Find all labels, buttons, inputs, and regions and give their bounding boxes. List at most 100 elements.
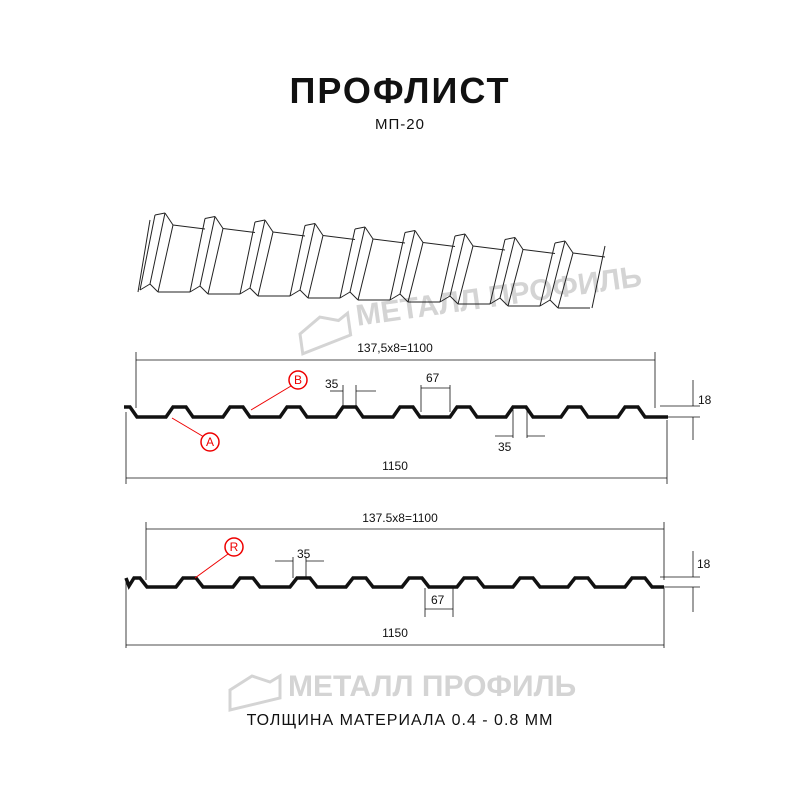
sheet-edge (507, 249, 524, 307)
sheet-edge (354, 226, 366, 230)
sheet-edge (522, 249, 556, 254)
sheet-edge (137, 219, 151, 293)
profile-1-height: 18 (698, 393, 712, 407)
sheet-edge (449, 295, 459, 305)
sheet-edge (439, 235, 456, 303)
sheet-edge (304, 223, 316, 226)
sheet-edge (499, 237, 516, 299)
sheet-edge (199, 216, 216, 287)
profile-1-bottom-width: 35 (498, 440, 512, 454)
sheet-edge (499, 297, 509, 307)
sheet-edge (357, 238, 374, 301)
svg-text:МЕТАЛЛ ПРОФИЛЬ: МЕТАЛЛ ПРОФИЛЬ (288, 670, 576, 703)
model-subtitle: МП-20 (375, 116, 425, 133)
profile-1-pitch-label: 137,5x8=1100 (357, 341, 433, 355)
sheet-edge (472, 245, 506, 251)
sheet-edge (557, 252, 574, 309)
sheet-edge (149, 212, 166, 285)
svg-text:R: R (230, 540, 239, 554)
material-thickness-note: ТОЛЩИНА МАТЕРИАЛА 0.4 - 0.8 ММ (246, 712, 554, 729)
sheet-edge (389, 232, 406, 301)
sheet-edge (414, 230, 424, 243)
sheet-edge (439, 295, 451, 303)
sheet-edge (504, 237, 516, 240)
profile-2-height: 18 (697, 557, 711, 571)
profile-2-section (124, 576, 664, 590)
sheet-edge (157, 224, 174, 293)
profile-1: 137,5x8=1100 1150 35 67 35 18 A B (124, 341, 712, 484)
sheet-edge (422, 242, 456, 247)
svg-text:B: B (294, 373, 302, 387)
sheet-edge (591, 245, 606, 309)
sheet-edge (149, 283, 159, 293)
sheet-edge (349, 226, 366, 293)
sheet-edge (172, 224, 206, 230)
profile-2-rib-gap: 67 (431, 593, 445, 607)
page-title: ПРОФЛИСТ (289, 70, 511, 111)
profile-1-total-label: 1150 (382, 459, 408, 473)
sheet-edge (189, 218, 206, 293)
sheet-edge (372, 238, 406, 244)
sheet-edge (349, 291, 359, 301)
marker-r: R (194, 537, 244, 579)
sheet-edge (164, 212, 174, 226)
sheet-edge (339, 291, 351, 299)
sheet-edge (214, 216, 224, 229)
sheet-edge (514, 237, 524, 250)
sheet-edge (539, 299, 551, 307)
sheet-edge (272, 231, 306, 237)
marker-a: A (171, 417, 220, 452)
sheet-edge (404, 230, 416, 233)
profile-1-top-width: 35 (325, 377, 339, 391)
sheet-edge (554, 240, 566, 244)
sheet-edge (449, 233, 466, 297)
profile-2: 137.5x8=1100 1150 35 67 18 R (124, 511, 711, 648)
sheet-edge (549, 240, 566, 301)
sheet-edge (489, 239, 506, 305)
profile-2-top-width: 35 (297, 547, 311, 561)
sheet-edge (489, 297, 501, 305)
sheet-edge (254, 219, 266, 223)
sheet-edge (264, 219, 274, 233)
sheet-edge (322, 235, 356, 240)
sheet-edge (564, 240, 574, 254)
sheet-edge (407, 242, 424, 303)
watermark-1: МЕТАЛЛ ПРОФИЛЬ (298, 260, 644, 356)
sheet-edge (199, 285, 209, 295)
sheet-edge (364, 226, 374, 240)
sheet-edge (457, 245, 474, 305)
profile-1-rib-gap: 67 (426, 371, 440, 385)
sheet-edge (399, 293, 409, 303)
sheet-edge (549, 299, 559, 309)
sheet-edge (257, 231, 274, 297)
sheet-edge (222, 228, 256, 233)
sheet-edge (307, 235, 324, 299)
marker-b: B (250, 370, 308, 411)
sheet-edge (249, 287, 259, 297)
sheet-edge (249, 219, 266, 289)
sheet-edge (289, 289, 301, 297)
profile-1-section (124, 405, 668, 419)
sheet-edge (204, 216, 216, 219)
svg-text:МЕТАЛЛ ПРОФИЛЬ: МЕТАЛЛ ПРОФИЛЬ (354, 260, 644, 333)
sheet-edge (299, 223, 316, 291)
sheet-edge (389, 293, 401, 301)
sheet-edge (239, 287, 251, 295)
sheet-edge (289, 225, 306, 297)
sheet-edge (207, 228, 224, 295)
profile-2-pitch-label: 137.5x8=1100 (362, 511, 438, 525)
profile-2-total-label: 1150 (382, 626, 408, 640)
sheet-edge (139, 283, 151, 291)
profile-1-dimension-lines (125, 352, 700, 484)
sheet-3d-view (137, 212, 606, 309)
sheet-edge (572, 252, 606, 258)
sheet-edge (299, 289, 309, 299)
watermark-2: МЕТАЛЛ ПРОФИЛЬ (228, 670, 576, 712)
profile-2-dimension-lines (125, 522, 700, 648)
sheet-edge (339, 228, 356, 299)
sheet-edge (189, 285, 201, 293)
sheet-edge (154, 212, 166, 216)
sheet-edge (539, 242, 556, 307)
sheet-edge (239, 221, 256, 295)
